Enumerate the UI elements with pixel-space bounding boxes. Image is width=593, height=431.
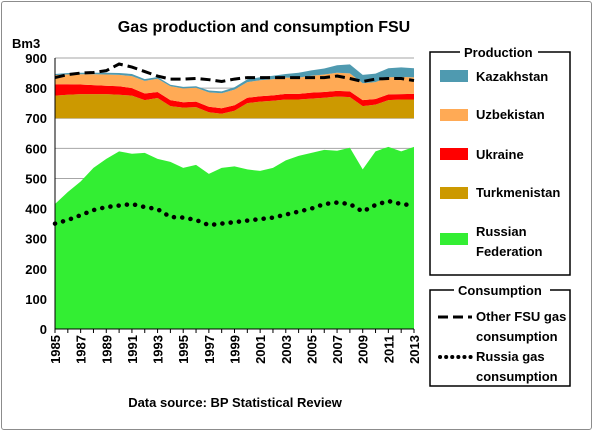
legend-swatch-kazakhstan: [440, 70, 468, 82]
area-ukraine: [55, 84, 414, 114]
legend-swatch-uzbekistan: [440, 109, 468, 121]
legend-consumption: Consumption Other FSU gas consumption Ru…: [429, 282, 571, 387]
legend-swatch-russian-federation: [440, 233, 468, 245]
legend-production-title: Production: [464, 45, 533, 60]
y-tick-label-600: 600: [25, 141, 47, 156]
line-russia-gas-consumption: [52, 198, 417, 228]
legend-label-russian: Russian: [476, 224, 527, 239]
line-other-fsu-gas-consumption: [54, 62, 415, 84]
y-tick-label-300: 300: [25, 232, 47, 247]
x-tick-label-2009: 2009: [356, 335, 371, 364]
x-tick-label-2003: 2003: [279, 335, 294, 364]
x-tick-label-1995: 1995: [176, 335, 191, 364]
legend-label-ukraine: Ukraine: [476, 147, 524, 162]
x-tick-labels: 1985 1987 1989 1991 1993 1995 1997 1999 2001 2003…: [48, 335, 422, 364]
chart-title: Gas production and consumption FSU: [118, 19, 410, 36]
x-tick-label-1991: 1991: [125, 335, 140, 364]
legend-label-other-fsu-2: consumption: [476, 329, 558, 344]
area-uzbekistan: [55, 72, 414, 109]
legend-label-kazakhstan: Kazakhstan: [476, 69, 548, 84]
area-russian-federation: [55, 146, 414, 329]
legend-swatch-ukraine: [440, 148, 468, 160]
x-tick-label-2007: 2007: [330, 335, 345, 364]
area-kazakhstan: [55, 64, 414, 94]
y-tick-label-900: 900: [25, 51, 47, 66]
legend-label-uzbekistan: Uzbekistan: [476, 107, 545, 122]
y-tick-label-700: 700: [25, 111, 47, 126]
y-tick-label-400: 400: [25, 202, 47, 217]
legend-consumption-title: Consumption: [458, 283, 542, 298]
y-axis-label: Bm3: [12, 36, 40, 51]
legend-swatch-turkmenistan: [440, 187, 468, 199]
x-tick-label-2005: 2005: [304, 335, 319, 364]
x-tick-label-2001: 2001: [253, 335, 268, 364]
x-tick-label-2011: 2011: [381, 335, 396, 363]
y-tick-label-100: 100: [25, 292, 47, 307]
y-tick-label-0: 0: [40, 322, 47, 337]
axes: [54, 58, 415, 333]
x-tick-label-2013: 2013: [407, 335, 422, 364]
x-tick-label-1987: 1987: [74, 335, 89, 364]
area-turkmenistan: [55, 94, 414, 119]
production-areas: [55, 64, 414, 329]
legend-label-russia-2: consumption: [476, 369, 558, 384]
x-tick-label-1993: 1993: [151, 335, 166, 364]
y-tick-label-800: 800: [25, 81, 47, 96]
legend-consumption-box: [429, 289, 571, 387]
data-source-note: Data source: BP Statistical Review: [128, 395, 343, 410]
legend-label-turkmenistan: Turkmenistan: [476, 185, 560, 200]
y-tick-label-500: 500: [25, 171, 47, 186]
x-tick-label-1999: 1999: [228, 335, 243, 364]
x-tick-label-1989: 1989: [99, 335, 114, 364]
x-tick-label-1985: 1985: [48, 335, 63, 364]
legend-label-russia-1: Russia gas: [476, 349, 545, 364]
legend-label-federation: Federation: [476, 244, 543, 259]
x-tick-label-1997: 1997: [202, 335, 217, 364]
y-tick-label-200: 200: [25, 262, 47, 277]
y-tick-labels: 0 100 200 300 400 500 600 700 800 900: [25, 51, 47, 337]
legend-production: Production Kazakhstan Uzbekistan Ukraine…: [429, 44, 571, 276]
legend-label-other-fsu-1: Other FSU gas: [476, 309, 566, 324]
consumption-lines: [52, 62, 417, 228]
